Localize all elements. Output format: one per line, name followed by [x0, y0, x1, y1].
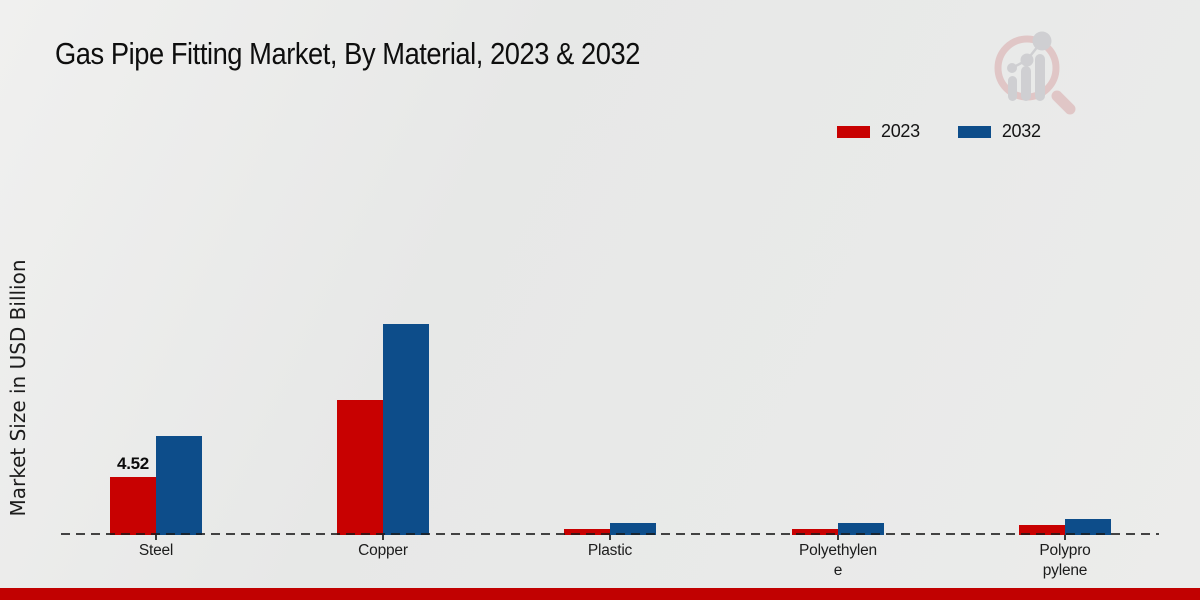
- bar-2023-copper: [337, 400, 383, 535]
- legend-swatch-2023: [837, 125, 870, 138]
- x-axis-label-plastic: Plastic: [587, 542, 633, 559]
- bar-2032-plastic: [610, 523, 656, 535]
- legend-label-2023: 2023: [881, 121, 920, 141]
- legend: 2023 2032: [837, 121, 1041, 142]
- bar-2023-steel: [110, 477, 156, 535]
- x-axis-label-copper: Copper: [358, 542, 408, 559]
- bar-2032-polypropylene: [1065, 519, 1111, 535]
- bar-2032-copper: [383, 324, 429, 535]
- legend-item-2023: 2023: [837, 121, 920, 142]
- mrfr-logo-watermark: [994, 31, 1076, 115]
- x-tick-copper: [382, 535, 384, 540]
- x-tick-polypropylene: [1064, 535, 1066, 540]
- bar-2023-polyethylene: [792, 529, 838, 535]
- footer-stripe: [0, 588, 1200, 600]
- chart-title: Gas Pipe Fitting Market, By Material, 20…: [55, 36, 640, 71]
- zero-baseline: [61, 533, 1159, 535]
- legend-label-2032: 2032: [1001, 121, 1041, 141]
- bar-value-label: 4.52: [117, 454, 149, 473]
- legend-item-2032: 2032: [957, 121, 1041, 142]
- bar-2023-plastic: [564, 529, 610, 535]
- x-tick-polyethylene: [837, 535, 839, 540]
- x-tick-plastic: [609, 535, 611, 540]
- x-tick-steel: [155, 535, 157, 540]
- bar-2032-steel: [156, 436, 202, 535]
- x-axis-label-polyethylene: Polyethylen e: [799, 542, 877, 579]
- legend-swatch-2032: [957, 125, 991, 138]
- bar-2023-polypropylene: [1019, 525, 1065, 535]
- x-axis-label-steel: Steel: [138, 542, 174, 559]
- bar-2032-polyethylene: [838, 523, 884, 535]
- x-axis-label-polypropylene: Polypro pylene: [1039, 542, 1091, 579]
